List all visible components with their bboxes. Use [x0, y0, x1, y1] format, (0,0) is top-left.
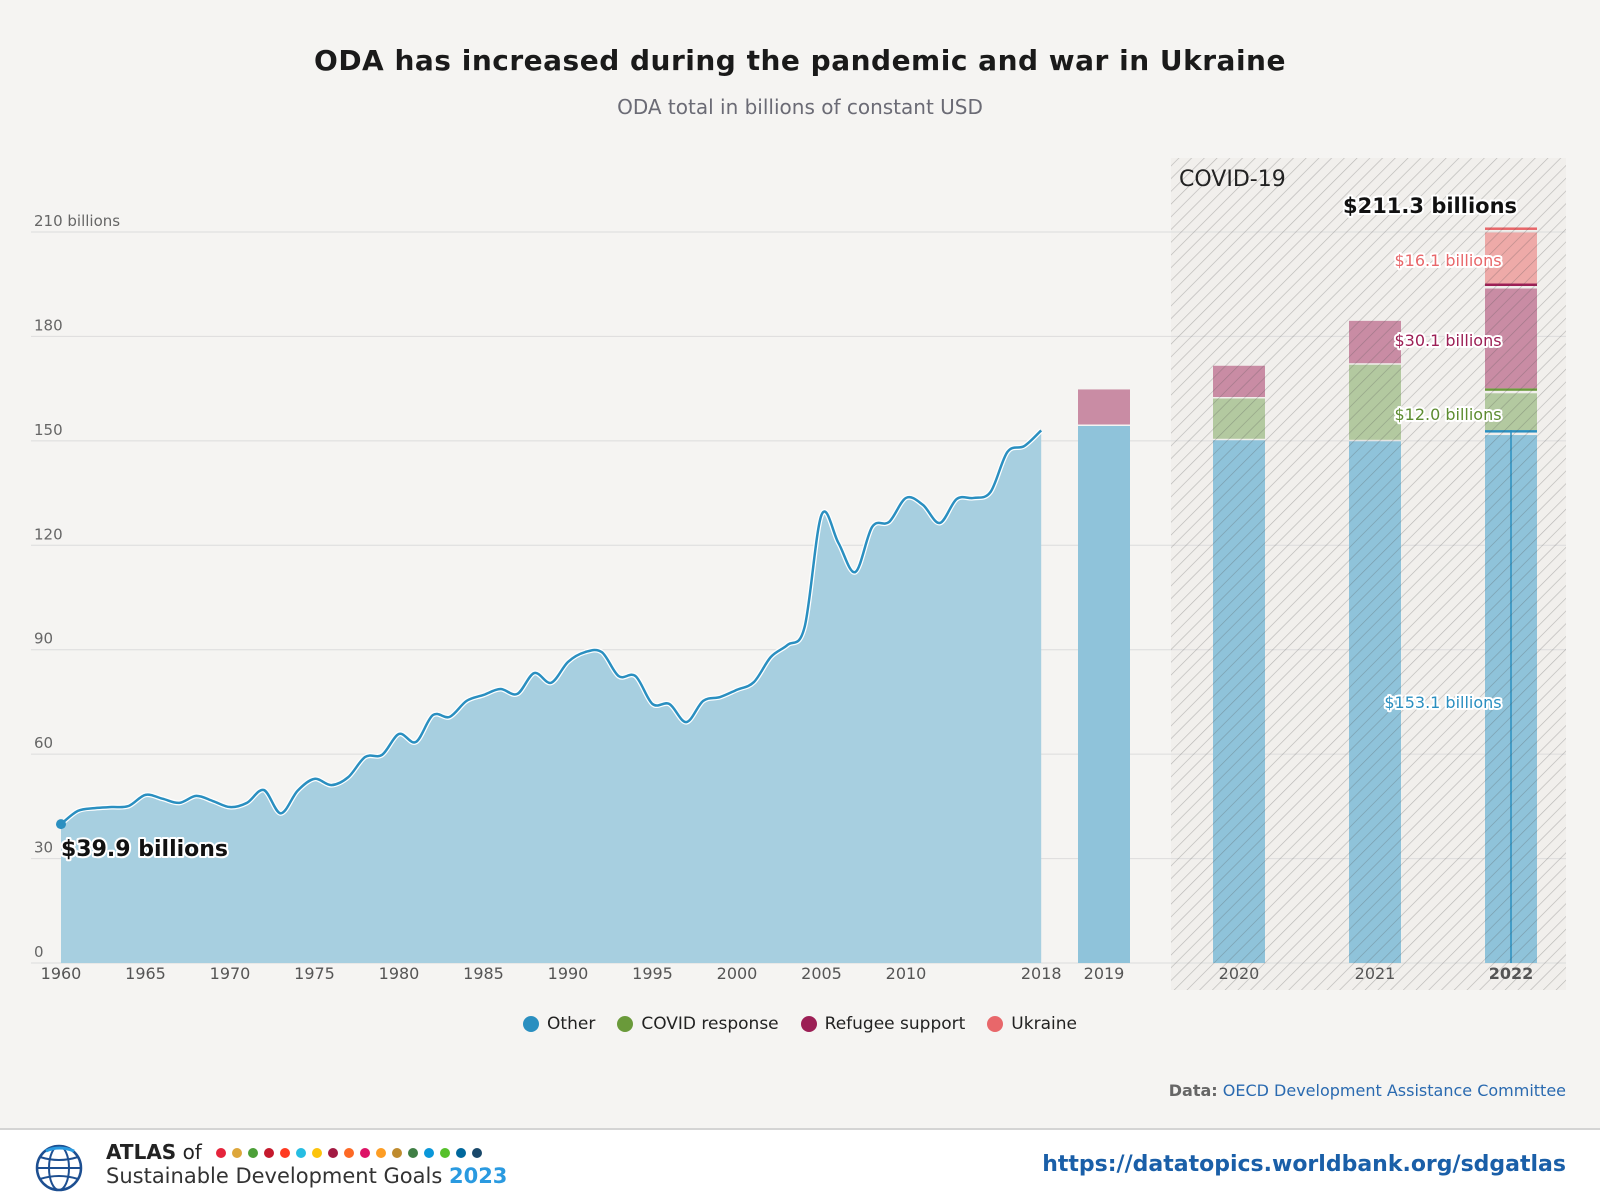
data-source: Data: OECD Development Assistance Commit… — [1169, 1081, 1566, 1100]
x-tick-label: 2000 — [717, 964, 758, 983]
footer: ATLAS of Sustainable Development Goals 2… — [0, 1128, 1600, 1203]
legend-swatch-other — [523, 1016, 539, 1032]
legend-label: COVID response — [641, 1014, 778, 1034]
sdg-dot — [472, 1148, 482, 1158]
x-tick-label: 2018 — [1021, 964, 1062, 983]
total-2022-label: $211.3 billions — [1343, 194, 1517, 218]
x-tick-label: 1970 — [210, 964, 251, 983]
y-tick-label: 120 — [34, 525, 63, 543]
refugee-2022-label: $30.1 billions — [1394, 331, 1501, 350]
oda-chart: ODA has increased during the pandemic an… — [0, 0, 1600, 1128]
legend-item-covid[interactable]: COVID response — [617, 1014, 778, 1034]
legend-item-ukraine[interactable]: Ukraine — [987, 1014, 1077, 1034]
x-tick-label: 1960 — [41, 964, 82, 983]
atlas-subtitle-text: Sustainable Development Goals — [106, 1164, 442, 1188]
source-link[interactable]: OECD Development Assistance Committee — [1223, 1081, 1566, 1100]
y-tick-label: 210 billions — [34, 212, 120, 230]
x-tick-label: 1975 — [294, 964, 335, 983]
x-tick-label: 2010 — [886, 964, 927, 983]
sdg-dot — [328, 1148, 338, 1158]
sdg-dot — [344, 1148, 354, 1158]
covid-2022-label: $12.0 billions — [1394, 405, 1501, 424]
chart-subtitle: ODA total in billions of constant USD — [617, 95, 983, 119]
atlas-word: ATLAS — [106, 1140, 176, 1164]
chart-title: ODA has increased during the pandemic an… — [314, 44, 1286, 77]
sdg-dot — [408, 1148, 418, 1158]
bar-segment-refugee-support[interactable] — [1078, 389, 1130, 424]
sdg-dot — [312, 1148, 322, 1158]
y-tick-label: 90 — [34, 630, 53, 648]
atlas-url-link[interactable]: https://datatopics.worldbank.org/sdgatla… — [1042, 1152, 1566, 1177]
sdg-dot — [216, 1148, 226, 1158]
sdg-dot — [360, 1148, 370, 1158]
sdg-dot — [248, 1148, 258, 1158]
legend-item-refugee[interactable]: Refugee support — [801, 1014, 966, 1034]
sdg-dot — [296, 1148, 306, 1158]
y-tick-label: 60 — [34, 734, 53, 752]
legend-label: Other — [547, 1014, 595, 1034]
atlas-title: ATLAS of — [106, 1140, 202, 1164]
start-value-label: $39.9 billions — [61, 837, 228, 862]
world-bank-globe-icon — [34, 1143, 84, 1193]
x-tick-label: 1980 — [379, 964, 420, 983]
legend-swatch-covid — [617, 1016, 633, 1032]
legend-swatch-ukraine — [987, 1016, 1003, 1032]
y-tick-label: 30 — [34, 839, 53, 857]
sdg-dot — [440, 1148, 450, 1158]
covid-region-label: COVID-19 — [1179, 167, 1286, 192]
atlas-of: of — [183, 1140, 202, 1164]
legend-label: Ukraine — [1011, 1014, 1077, 1034]
x-tick-label: 1990 — [548, 964, 589, 983]
x-tick-label: 2019 — [1084, 964, 1125, 983]
source-label: Data: — [1169, 1081, 1218, 1100]
y-tick-label: 0 — [34, 943, 44, 961]
sdg-dot — [232, 1148, 242, 1158]
y-tick-label: 150 — [34, 421, 63, 439]
legend-item-other[interactable]: Other — [523, 1014, 595, 1034]
sdg-dot — [376, 1148, 386, 1158]
oda-area-series — [56, 430, 1041, 963]
sdg-dot — [280, 1148, 290, 1158]
ukraine-2022-label: $16.1 billions — [1394, 251, 1501, 270]
other-2022-label: $153.1 billions — [1384, 693, 1501, 712]
x-tick-label: 1965 — [125, 964, 166, 983]
sdg-dot — [456, 1148, 466, 1158]
x-tick-label: 1995 — [632, 964, 673, 983]
legend: Other COVID response Refugee support Ukr… — [0, 1014, 1600, 1034]
hatch-overlay — [1171, 158, 1566, 990]
sdg-color-dots — [216, 1148, 482, 1158]
y-tick-label: 180 — [34, 316, 63, 334]
legend-label: Refugee support — [825, 1014, 966, 1034]
sdg-dot — [392, 1148, 402, 1158]
x-tick-label: 1985 — [463, 964, 504, 983]
legend-swatch-refugee — [801, 1016, 817, 1032]
x-tick-label: 2022 — [1489, 964, 1534, 983]
data-point — [56, 819, 66, 829]
sdg-dot — [424, 1148, 434, 1158]
bar-segment-other[interactable] — [1078, 426, 1130, 963]
atlas-year: 2023 — [449, 1164, 507, 1188]
atlas-subtitle: Sustainable Development Goals 2023 — [106, 1164, 507, 1188]
x-tick-label: 2020 — [1219, 964, 1260, 983]
sdg-dot — [264, 1148, 274, 1158]
x-tick-label: 2021 — [1355, 964, 1396, 983]
x-tick-label: 2005 — [801, 964, 842, 983]
